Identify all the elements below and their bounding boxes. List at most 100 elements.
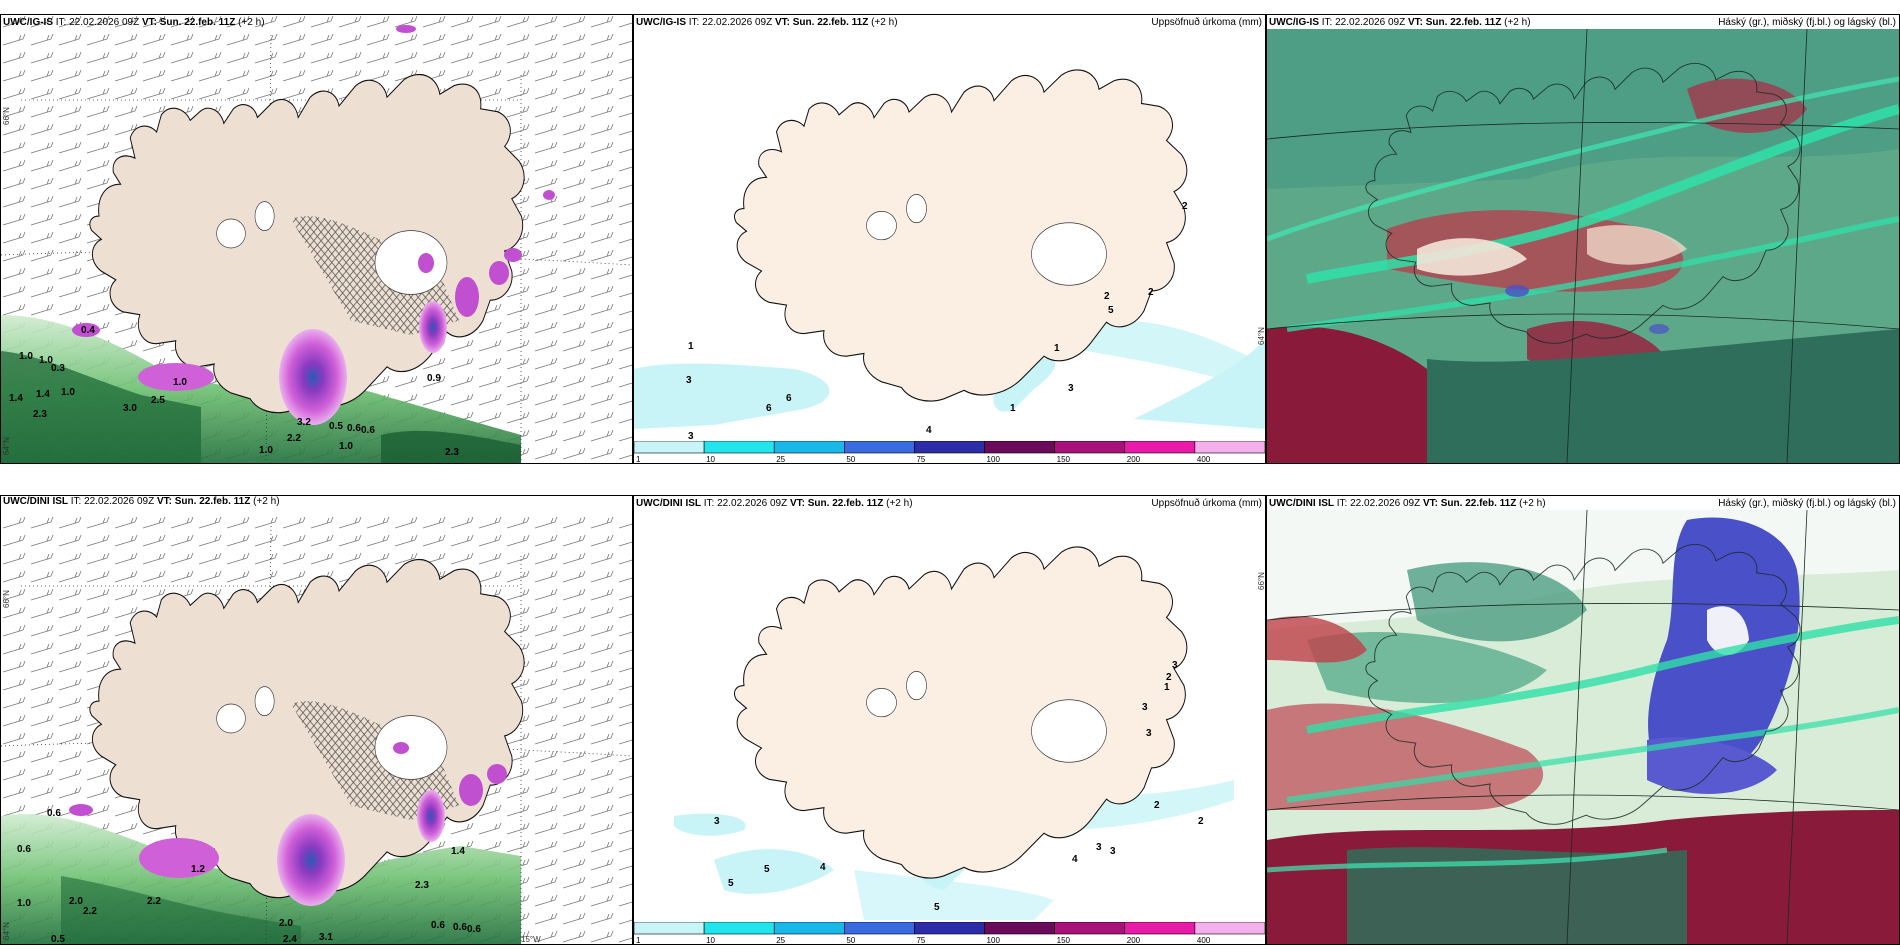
lat-label: 66°N xyxy=(2,590,11,608)
it-label: IT: xyxy=(703,498,715,509)
colorbar-segment xyxy=(914,441,985,454)
precip-value: 3 xyxy=(1142,702,1148,713)
precip-magenta-blob xyxy=(489,261,509,285)
precip-values: 3 5 5 4 5 3 2 1 3 3 3 2 3 4 2 xyxy=(714,660,1204,913)
precip-label: 1.4 xyxy=(9,393,23,404)
vt-value: Sun. 22.feb. 11Z xyxy=(174,496,251,507)
colorbar-segment xyxy=(773,441,845,454)
precip-label: 0.6 xyxy=(467,924,481,935)
lead-time: (+2 h) xyxy=(1519,498,1546,509)
colorbar-tick-label: 200 xyxy=(1127,455,1141,463)
precip-label: 0.9 xyxy=(427,373,441,384)
colorbar-tick-label: 200 xyxy=(1127,936,1141,944)
cloud-white-patch xyxy=(1707,606,1749,655)
cloud-teal-band xyxy=(1286,707,1899,803)
glacier-vatnajokull xyxy=(1031,699,1107,763)
precip-label: 2.4 xyxy=(283,934,297,944)
precip-value: 3 xyxy=(688,431,694,441)
cloud-low-red xyxy=(1267,616,1367,663)
colorbar-segment xyxy=(844,441,915,454)
it-label: IT: xyxy=(70,496,82,507)
lat-label: 66°N xyxy=(2,107,11,125)
cloud-dark-sea xyxy=(1427,329,1899,463)
colorbar-tick-label: 75 xyxy=(916,455,925,463)
precip-value: 2 xyxy=(1104,291,1110,302)
precip-green-band-2 xyxy=(1,351,201,463)
precip-value: 6 xyxy=(786,393,792,404)
precip-label: 1.0 xyxy=(61,387,75,398)
vt-label: VT: xyxy=(1407,17,1423,28)
precip-units-title: Uppsöfnuð úrkoma (mm) xyxy=(1151,498,1262,509)
precip-magenta-blob xyxy=(417,790,445,842)
precip-label: 1.0 xyxy=(173,377,187,388)
precip-magenta-blob xyxy=(418,253,434,273)
cloud-teal-band xyxy=(1286,216,1899,332)
bottom-cloud-cover-panel: UWC/DINI ISL IT: 22.02.2026 09Z VT: Sun.… xyxy=(1266,495,1900,945)
glacier-hofsjokull xyxy=(906,671,927,701)
precip-cyan-area xyxy=(1054,780,1234,830)
it-label: IT: xyxy=(688,17,700,28)
cloud-blue-spot xyxy=(1649,324,1669,334)
vt-value: Sun. 22.feb. 11Z xyxy=(1425,17,1502,28)
lead-time: (+2 h) xyxy=(1504,17,1531,28)
top-wind-title: UWC/IG-IS IT: 22.02.2026 09Z VT: Sun. 22… xyxy=(3,16,265,29)
precip-label: 2.2 xyxy=(147,896,161,907)
lead-time: (+2 h) xyxy=(886,498,913,509)
precip-magenta-blob xyxy=(487,764,507,784)
graticule xyxy=(1267,510,1899,944)
vt-label: VT: xyxy=(156,496,172,507)
lead-time: (+2 xyxy=(253,496,268,507)
precip-label: 0.6 xyxy=(361,425,375,436)
precip-label: 0.4 xyxy=(81,325,95,336)
top-accumulated-precip-panel: UWC/IG-IS IT: 22.02.2026 09Z VT: Sun. 22… xyxy=(633,14,1266,464)
model-name: UWC/DINI ISL xyxy=(636,498,701,509)
precip-label: 1.4 xyxy=(36,389,50,400)
precip-label: 2.3 xyxy=(415,880,429,891)
glacier-vatnajokull xyxy=(374,715,448,780)
precip-value: 5 xyxy=(764,864,770,875)
precip-label: 2.0 xyxy=(279,918,293,929)
precip-magenta-blob xyxy=(504,248,522,262)
colorbar-segment xyxy=(773,922,845,935)
precip-value: 3 xyxy=(1068,383,1074,394)
precip-magenta-blob xyxy=(69,804,93,816)
precip-value: 3 xyxy=(714,816,720,827)
it-value: 22.02.2026 09Z xyxy=(702,17,773,28)
precip-label: 1.0 xyxy=(19,351,33,362)
precip-value: 2 xyxy=(1198,816,1204,827)
precip-label: 1.4 xyxy=(451,846,465,857)
precip-value: 4 xyxy=(1072,854,1078,865)
vt-value: Sun. 22.feb. 11Z xyxy=(807,498,884,509)
precip-label: 1.0 xyxy=(339,441,353,452)
it-value: 22.02.2026 09Z xyxy=(1350,498,1421,509)
top-cloud-map xyxy=(1267,29,1899,463)
vt-label: VT: xyxy=(141,17,157,28)
lead-time-wrap: h) xyxy=(270,496,280,507)
precip-colorbar: 1 10 25 50 75 100 150 200 400 xyxy=(634,441,1265,463)
colorbar-tick-label: 25 xyxy=(776,936,785,944)
cloud-white-patch xyxy=(1417,238,1527,276)
precip-label: 2.3 xyxy=(445,447,459,458)
colorbar-segment xyxy=(634,922,705,935)
precip-label: 0.6 xyxy=(47,808,61,819)
colorbar-segment xyxy=(703,441,775,454)
it-value: 22.02.2026 09Z xyxy=(717,498,788,509)
vt-value: Sun. 22.feb. 11Z xyxy=(159,17,236,28)
cloud-low-red xyxy=(1267,326,1427,463)
lat-label-lower: 64°N xyxy=(2,922,11,940)
cloud-low-blue xyxy=(1647,737,1777,794)
precip-label: 2.5 xyxy=(151,395,165,406)
precip-label: 3.1 xyxy=(319,932,333,943)
vt-label: VT: xyxy=(789,498,805,509)
graticule xyxy=(1267,29,1899,463)
model-name: UWC/IG-IS xyxy=(636,17,686,28)
cloud-layers-title: Háský (gr.), miðský (fj.bl.) og lágský (… xyxy=(1718,17,1896,28)
precip-magenta-blob xyxy=(459,774,483,806)
bottom-wind-precip-panel: UWC/DINI ISL IT: 22.02.2026 09Z VT: Sun.… xyxy=(0,495,633,945)
bottom-precip-map: 3 5 5 4 5 3 2 1 3 3 3 2 3 4 2 66°N xyxy=(634,510,1265,922)
top-cloud-cover-panel: UWC/IG-IS IT: 22.02.2026 09Z VT: Sun. 22… xyxy=(1266,14,1900,464)
cloud-layers-title: Háský (gr.), miðský (fj.bl.) og lágský (… xyxy=(1718,498,1896,509)
model-name: UWC/IG-IS xyxy=(1269,17,1319,28)
top-wind-map: 0.4 1.0 1.0 0.3 1.0 1.4 1.4 1.0 2.3 3.0 … xyxy=(1,15,632,463)
precip-labels: 0.6 0.6 1.0 2.0 2.2 2.2 1.2 2.0 2.4 3.1 … xyxy=(17,808,481,944)
